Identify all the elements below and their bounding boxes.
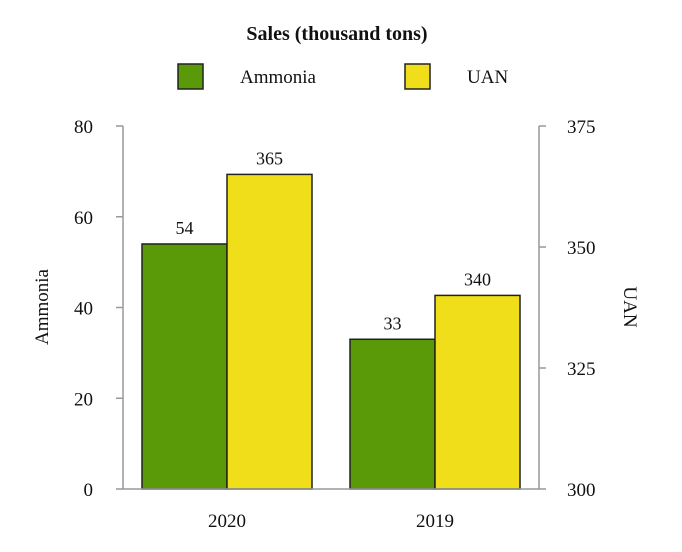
legend: Ammonia UAN [177, 63, 508, 90]
bar-uan-2020 [226, 173, 313, 490]
left-tick-label: 20 [74, 389, 93, 410]
left-tick-label: 60 [74, 208, 93, 229]
bars [141, 173, 521, 490]
left-tick-label: 40 [74, 299, 93, 320]
category-labels: 2020 2019 [208, 511, 454, 532]
legend-label-ammonia: Ammonia [240, 67, 317, 88]
legend-label-uan: UAN [467, 67, 508, 88]
left-axis-label: Ammonia [32, 268, 53, 345]
data-label-ammonia-2020: 54 [176, 218, 194, 238]
legend-swatch-ammonia [177, 63, 204, 90]
left-tick-label: 0 [84, 480, 94, 501]
bar-uan-2019 [434, 294, 521, 490]
left-tick-label: 80 [74, 117, 93, 138]
right-axis-ticks: 300 325 350 375 [539, 117, 596, 501]
right-axis-label: UAN [619, 286, 640, 327]
data-label-uan-2020: 365 [256, 148, 283, 168]
bar-ammonia-2019 [349, 338, 436, 490]
legend-swatch-uan [404, 63, 431, 90]
data-label-uan-2019: 340 [464, 269, 491, 289]
category-label: 2019 [416, 511, 454, 532]
bar-ammonia-2020 [141, 243, 228, 490]
chart-title: Sales (thousand tons) [246, 23, 427, 45]
left-axis-ticks: 0 20 40 60 80 [74, 117, 123, 501]
right-tick-label: 350 [567, 238, 596, 259]
category-label: 2020 [208, 511, 246, 532]
right-tick-label: 300 [567, 480, 596, 501]
data-label-ammonia-2019: 33 [384, 313, 402, 333]
data-labels: 54 365 33 340 [176, 148, 492, 333]
right-tick-label: 325 [567, 359, 596, 380]
right-tick-label: 375 [567, 117, 596, 138]
